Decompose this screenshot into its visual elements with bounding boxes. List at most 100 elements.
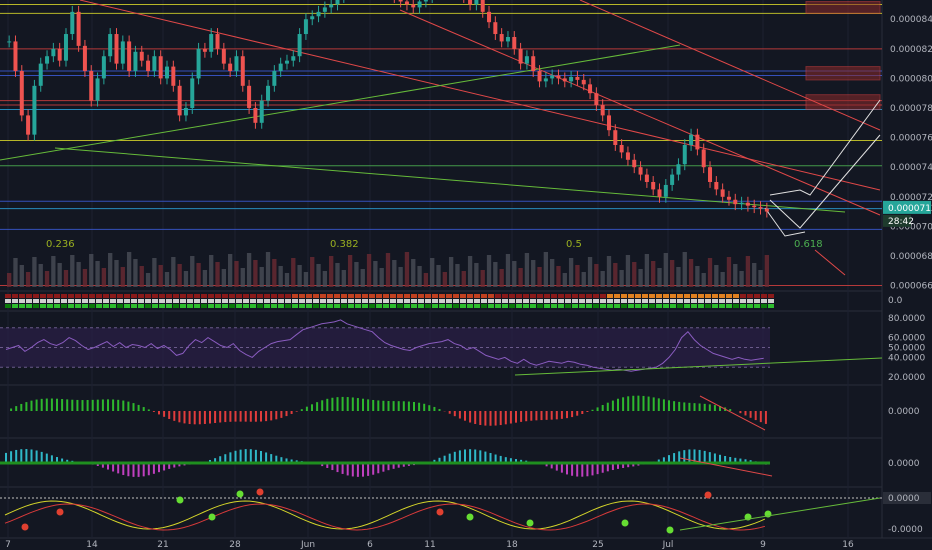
signal-cell (411, 294, 417, 298)
candle-body (689, 134, 694, 145)
signal-cell (194, 294, 200, 298)
osc-bar (239, 449, 242, 463)
macd-bar (147, 409, 150, 411)
osc-bar (5, 452, 7, 463)
candle-body (676, 164, 681, 175)
candle-body (139, 51, 144, 61)
signal-cell (390, 304, 396, 308)
volume-bar (739, 271, 744, 287)
candle-body (758, 207, 763, 209)
countdown-value: 28:42 (888, 217, 914, 227)
signal-cell (768, 299, 774, 303)
signal-cell (404, 294, 410, 298)
macd-bar (418, 402, 421, 411)
macd-bar (688, 402, 691, 411)
candle-body (57, 48, 62, 61)
candle-body (708, 167, 713, 182)
macd-bar (729, 409, 732, 411)
osc-bar (453, 451, 456, 463)
volume-scale-label: 0.0 (888, 296, 903, 306)
signal-cell (600, 294, 606, 298)
signal-cell (33, 304, 39, 308)
macd-bar (188, 411, 191, 425)
signal-cell (530, 304, 536, 308)
osc-bar (112, 463, 115, 472)
osc-bar (25, 449, 28, 463)
osc-bar (734, 457, 737, 463)
macd-bar (545, 411, 548, 420)
signal-cell (607, 299, 613, 303)
macd-bar (596, 407, 599, 411)
candle-body (543, 78, 548, 82)
signal-cell (201, 304, 207, 308)
osc-bar (290, 459, 293, 463)
signal-cell (82, 294, 88, 298)
signal-cell (33, 294, 39, 298)
osc-bar (351, 463, 354, 477)
candle-body (108, 34, 113, 57)
macd-bar (305, 406, 308, 411)
macd-bar (525, 411, 528, 422)
signal-cell (250, 299, 256, 303)
volume-bar (524, 253, 530, 287)
signal-cell (481, 299, 487, 303)
macd-bar (30, 400, 33, 411)
macd-bar (81, 400, 84, 411)
signal-cell (341, 299, 347, 303)
signal-cell (103, 304, 109, 308)
signal-cell (89, 299, 95, 303)
osc-bar (713, 453, 716, 463)
osc-bar (387, 463, 390, 471)
candle-body (152, 56, 157, 72)
volume-bar (101, 268, 107, 287)
volume-bar (158, 265, 163, 287)
macd-bar (530, 411, 533, 421)
volume-bar (707, 258, 713, 287)
signal-cell (586, 294, 592, 298)
signal-cell (663, 304, 669, 308)
volume-bar (669, 260, 675, 287)
signal-cell (229, 304, 235, 308)
stoch-value-tag (883, 492, 931, 504)
osc-bar (122, 463, 125, 476)
macd-bar (91, 399, 94, 411)
stoch-signal-dot (56, 508, 64, 516)
signal-cell (96, 294, 102, 298)
osc-bar (591, 463, 594, 476)
candle-body (518, 48, 523, 64)
signal-cell (187, 299, 193, 303)
volume-bar (209, 255, 214, 287)
macd-bar (229, 411, 232, 422)
price-tick-label: 0.00007600 (890, 134, 932, 144)
macd-bar (112, 399, 115, 411)
candle-body (569, 76, 574, 82)
volume-bar (95, 261, 100, 287)
macd-bar (402, 401, 405, 411)
signal-cell (334, 304, 340, 308)
signal-cell (523, 294, 529, 298)
signal-cell (418, 299, 424, 303)
osc-bar (566, 463, 568, 475)
macd-bar (127, 401, 130, 411)
candle-body (575, 76, 580, 80)
signal-cell (551, 304, 557, 308)
time-tick-label: 7 (5, 540, 11, 550)
osc-bar (336, 463, 339, 473)
osc-bar (372, 463, 375, 475)
signal-cell (719, 304, 725, 308)
signal-cell (530, 299, 536, 303)
volume-bar (512, 261, 517, 287)
rsi-trendline (514, 357, 883, 376)
candle-body (714, 181, 719, 190)
osc-bar (147, 463, 150, 476)
volume-bar (215, 262, 220, 287)
osc-bar (234, 450, 237, 463)
macd-bar (346, 397, 349, 411)
signal-cell (747, 304, 753, 308)
stoch-signal-dot (176, 496, 184, 504)
candle-body (32, 85, 37, 135)
macd-bar (239, 411, 242, 422)
candle-body (253, 108, 258, 123)
macd-bar (627, 396, 630, 411)
